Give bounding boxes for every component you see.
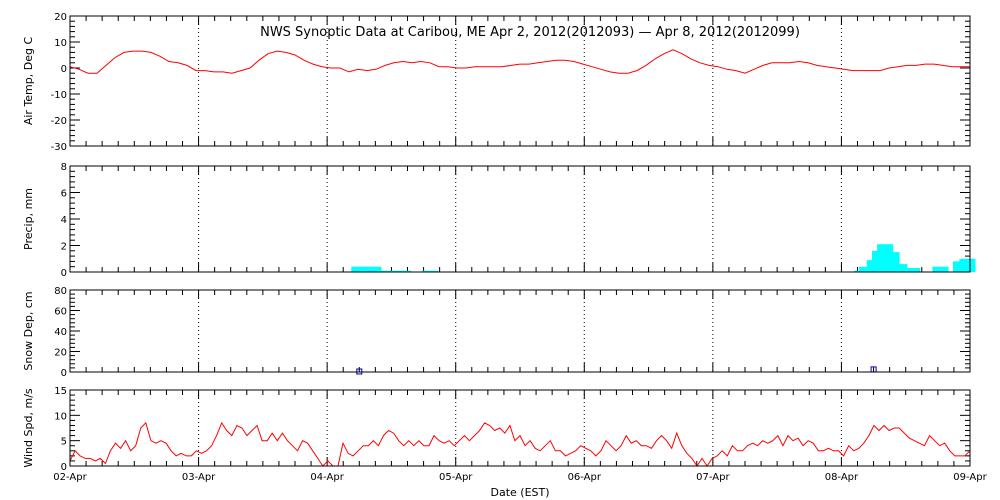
panel-frame — [69, 389, 971, 467]
chart-panels: -30 -20 -10 0 10 20 Air Temp, Deg C 0 2 4 6 8 Precip… — [22, 12, 988, 483]
precip-bar — [365, 266, 382, 272]
x-tick-label: 05-Apr — [439, 472, 473, 483]
panel-1: -30 -20 -10 0 10 20 Air Temp, Deg C — [22, 12, 971, 153]
panel-2: 0 2 4 6 8 Precip, mm — [22, 162, 976, 279]
panel-3: 0 20 40 60 80 Snow Dep, cm — [22, 286, 971, 379]
y-tick-label: 8 — [61, 162, 67, 173]
y-tick-label: 6 — [61, 189, 67, 200]
y-tick-label: 0 — [61, 64, 67, 75]
precip-bar — [891, 264, 908, 272]
y-tick-label: 40 — [54, 327, 67, 338]
precip-bar — [422, 270, 439, 272]
y-tick-label: 80 — [54, 286, 67, 297]
panel-frame — [69, 165, 971, 273]
y-tick-label: 5 — [61, 437, 67, 448]
x-tick-label: 03-Apr — [182, 472, 216, 483]
panel-4: 0 5 10 15 Wind Spd, m/s — [22, 386, 971, 473]
y-axis-title: Wind Spd, m/s — [22, 388, 35, 468]
x-tick-label: 09-Apr — [953, 472, 987, 483]
y-tick-label: 4 — [61, 215, 67, 226]
series-line — [69, 49, 970, 74]
x-tick-label: 06-Apr — [568, 472, 602, 483]
y-tick-label: 0 — [61, 462, 67, 473]
y-tick-label: 10 — [54, 38, 67, 49]
y-tick-label: -10 — [51, 90, 67, 101]
series-line — [69, 421, 971, 467]
y-tick-label: 20 — [54, 12, 67, 23]
x-tick-label: 02-Apr — [53, 472, 87, 483]
y-tick-label: 2 — [61, 242, 67, 253]
plot-title: NWS Synoptic Data at Caribou, ME Apr 2, … — [260, 25, 800, 40]
precip-bar — [959, 258, 976, 273]
precip-bar — [379, 270, 396, 272]
y-axis-title: Precip, mm — [22, 188, 35, 250]
precip-bar — [351, 266, 368, 272]
y-axis-title: Air Temp, Deg C — [22, 37, 35, 126]
y-tick-label: 60 — [54, 307, 67, 318]
y-tick-label: 20 — [54, 348, 67, 359]
y-tick-label: 0 — [61, 368, 67, 379]
y-axis-title: Snow Dep, cm — [22, 291, 35, 370]
x-tick-label: 04-Apr — [310, 472, 344, 483]
y-tick-label: -30 — [51, 142, 67, 153]
panel-frame — [69, 15, 971, 147]
precip-bar — [932, 266, 949, 272]
y-tick-label: 10 — [54, 411, 67, 422]
x-tick-label: 07-Apr — [696, 472, 730, 483]
panel-frame — [69, 289, 971, 373]
y-tick-label: -20 — [51, 116, 67, 127]
y-tick-label: 15 — [54, 386, 67, 397]
y-tick-label: 0 — [61, 268, 67, 279]
precip-bar — [904, 268, 921, 272]
x-axis-title: Date (EST) — [490, 486, 549, 499]
precip-bar — [395, 270, 412, 272]
x-tick-label: 08-Apr — [825, 472, 859, 483]
